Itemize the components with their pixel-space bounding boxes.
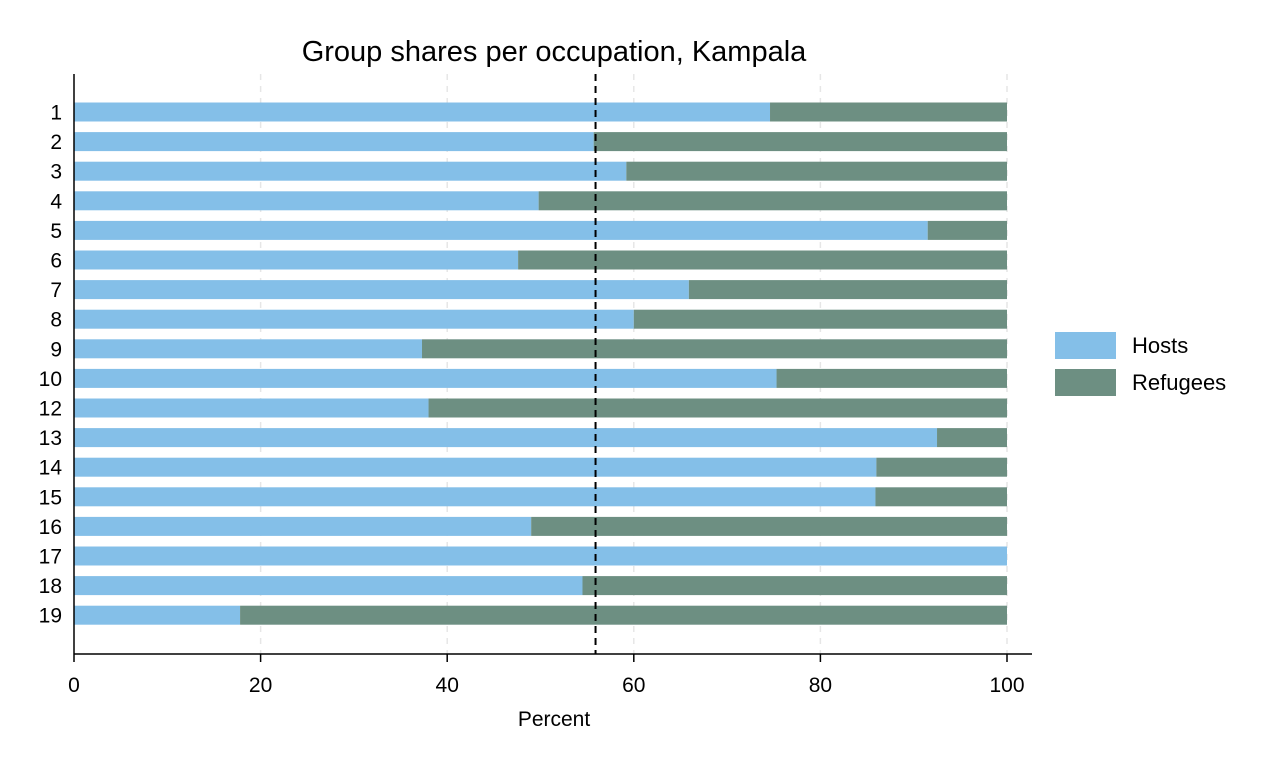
hosts-bar: [74, 132, 594, 152]
refugees-bar: [776, 368, 1007, 388]
refugees-bar: [518, 250, 1007, 270]
hosts-bar: [74, 605, 241, 625]
refugees-bar: [428, 398, 1007, 418]
hosts-bar: [74, 368, 777, 388]
y-tick-label: 16: [39, 516, 62, 539]
refugees-bar: [422, 339, 1007, 359]
y-tick-label: 8: [50, 309, 62, 332]
x-tick-label: 40: [436, 674, 459, 697]
x-tick-label: 100: [989, 674, 1024, 697]
hosts-bar: [74, 576, 583, 596]
y-tick-label: 2: [50, 131, 62, 154]
axes: [73, 74, 1032, 662]
y-tick-label: 13: [39, 427, 62, 450]
refugees-bar: [688, 280, 1007, 300]
hosts-bar: [74, 516, 532, 536]
legend-label-hosts: Hosts: [1132, 333, 1188, 358]
x-tick-label: 20: [249, 674, 272, 697]
y-tick-label: 6: [50, 250, 62, 273]
refugees-bar: [770, 102, 1007, 122]
chart-title: Group shares per occupation, Kampala: [302, 36, 807, 68]
hosts-bar: [74, 161, 627, 181]
refugees-bar: [582, 576, 1007, 596]
hosts-bar: [74, 339, 423, 359]
hosts-bar: [74, 102, 771, 122]
refugees-bar: [633, 309, 1007, 329]
y-tick-label: 10: [39, 368, 62, 391]
y-tick-label: 15: [39, 486, 62, 509]
refugees-bar: [927, 220, 1007, 240]
legend: Hosts Refugees: [1055, 332, 1226, 396]
y-tick-label: 18: [39, 575, 62, 598]
refugees-bar: [240, 605, 1008, 625]
hosts-bar: [74, 546, 1007, 566]
y-tick-label: 4: [50, 190, 62, 213]
refugees-bar: [626, 161, 1007, 181]
x-tick-label: 60: [622, 674, 645, 697]
hosts-bar: [74, 398, 429, 418]
hosts-bar: [74, 220, 928, 240]
y-tick-label: 12: [39, 398, 62, 421]
x-tick-label: 0: [68, 674, 80, 697]
hosts-bar: [74, 191, 539, 211]
y-tick-label: 1: [50, 102, 62, 125]
hosts-bar: [74, 457, 877, 477]
refugees-bar: [876, 457, 1007, 477]
y-tick-label: 19: [39, 605, 62, 628]
refugees-bar: [531, 516, 1007, 536]
legend-swatch-refugees: [1055, 369, 1116, 396]
x-tick-labels: 0 20 40 60 80 100: [68, 674, 1024, 697]
y-tick-label: 17: [39, 546, 62, 569]
hosts-bar: [74, 487, 876, 507]
bars: [74, 102, 1008, 625]
y-tick-label: 14: [39, 457, 63, 480]
refugees-bar: [538, 191, 1007, 211]
hosts-bar: [74, 250, 519, 270]
refugees-bar: [875, 487, 1007, 507]
legend-label-refugees: Refugees: [1132, 370, 1226, 395]
y-tick-label: 3: [50, 161, 62, 184]
refugees-bar: [937, 428, 1007, 448]
legend-swatch-hosts: [1055, 332, 1116, 359]
grid: [259, 74, 1008, 654]
x-tick-label: 80: [809, 674, 832, 697]
y-tick-label: 5: [50, 220, 62, 243]
hosts-bar: [74, 428, 938, 448]
hosts-bar: [74, 309, 634, 329]
refugees-bar: [593, 132, 1007, 152]
hosts-bar: [74, 280, 689, 300]
x-axis-label: Percent: [518, 708, 591, 731]
y-tick-label: 9: [50, 338, 62, 361]
y-tick-label: 7: [50, 279, 62, 302]
